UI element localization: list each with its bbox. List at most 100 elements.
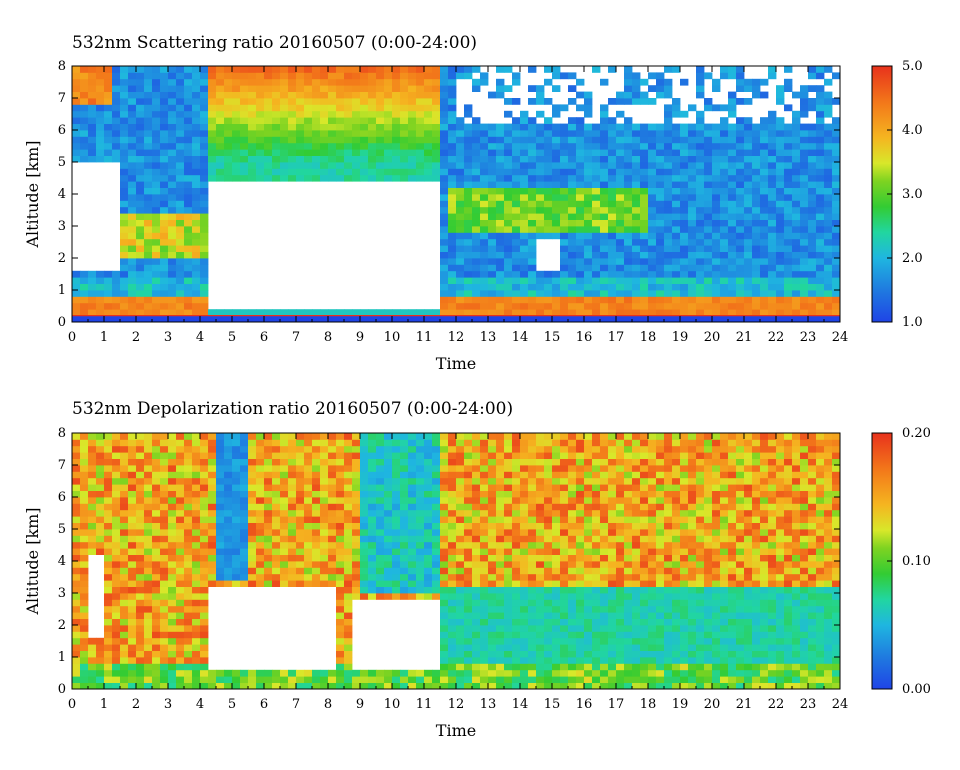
heatmap-cell — [440, 509, 449, 517]
heatmap-cell — [184, 187, 193, 195]
heatmap-cell — [416, 529, 425, 536]
heatmap-cell — [696, 136, 705, 144]
heatmap-cell — [512, 497, 521, 504]
heatmap-cell — [464, 200, 473, 208]
heatmap-cell — [248, 682, 257, 690]
heatmap-cell — [368, 174, 377, 182]
heatmap-cell — [136, 258, 145, 265]
heatmap-cell — [560, 155, 569, 163]
heatmap-cell — [392, 561, 401, 568]
heatmap-cell — [648, 72, 657, 80]
heatmap-cell — [416, 155, 425, 163]
heatmap-cell — [752, 78, 761, 86]
heatmap-cell — [544, 117, 553, 124]
heatmap-cell — [704, 98, 713, 105]
heatmap-cell — [536, 290, 545, 297]
heatmap-cell — [320, 477, 329, 485]
heatmap-cell — [640, 290, 649, 297]
heatmap-cell — [400, 529, 409, 536]
heatmap-cell — [288, 98, 297, 105]
heatmap-cell — [112, 548, 121, 555]
heatmap-cell — [424, 484, 433, 491]
heatmap-cell — [144, 631, 153, 639]
heatmap-cell — [592, 123, 601, 131]
heatmap-cell — [248, 509, 257, 517]
heatmap-cell — [168, 561, 177, 568]
heatmap-cell — [248, 554, 257, 562]
heatmap-cell — [112, 509, 121, 517]
heatmap-cell — [224, 682, 233, 690]
heatmap-cell — [496, 439, 505, 447]
heatmap-cell — [224, 452, 233, 459]
heatmap-cell — [368, 503, 377, 511]
heatmap-cell — [192, 490, 201, 498]
heatmap-cell — [344, 149, 353, 156]
heatmap-cell — [144, 676, 153, 683]
heatmap-cell — [760, 264, 769, 272]
heatmap-cell — [264, 522, 273, 530]
heatmap-cell — [544, 168, 553, 176]
heatmap-cell — [272, 516, 281, 523]
heatmap-cell — [128, 219, 137, 227]
heatmap-cell — [520, 618, 529, 626]
heatmap-cell — [816, 232, 825, 240]
heatmap-cell — [216, 309, 225, 316]
heatmap-cell — [472, 465, 481, 472]
heatmap-cell — [192, 66, 201, 73]
heatmap-cell — [824, 206, 833, 214]
heatmap-cell — [328, 452, 337, 459]
heatmap-cell — [192, 612, 201, 619]
heatmap-cell — [632, 264, 641, 272]
heatmap-cell — [688, 238, 697, 246]
heatmap-cell — [520, 612, 529, 619]
heatmap-cell — [688, 123, 697, 131]
heatmap-cell — [472, 522, 481, 530]
heatmap-cell — [144, 618, 153, 626]
heatmap-cell — [104, 149, 113, 156]
x-tick-label: 24 — [832, 330, 849, 345]
heatmap-cell — [512, 637, 521, 645]
heatmap-cell — [760, 142, 769, 150]
heatmap-cell — [96, 66, 105, 73]
heatmap-cell — [472, 309, 481, 316]
heatmap-cell — [456, 290, 465, 297]
heatmap-cell — [624, 162, 633, 169]
heatmap-cell — [568, 296, 577, 304]
heatmap-cell — [672, 66, 681, 73]
heatmap-cell — [448, 548, 457, 555]
heatmap-cell — [488, 433, 497, 440]
heatmap-cell — [440, 548, 449, 555]
heatmap-cell — [600, 142, 609, 150]
heatmap-cell — [464, 258, 473, 265]
heatmap-cell — [448, 232, 457, 240]
heatmap-cell — [176, 433, 185, 440]
heatmap-cell — [152, 503, 161, 511]
heatmap-cell — [464, 458, 473, 466]
heatmap-cell — [448, 657, 457, 664]
heatmap-cell — [616, 219, 625, 227]
heatmap-cell — [416, 445, 425, 453]
heatmap-cell — [216, 465, 225, 472]
heatmap-cell — [808, 174, 817, 182]
heatmap-cell — [200, 168, 209, 176]
heatmap-cell — [248, 484, 257, 491]
heatmap-cell — [696, 72, 705, 80]
heatmap-cell — [136, 104, 145, 112]
heatmap-cell — [504, 136, 513, 144]
heatmap-cell — [824, 232, 833, 240]
heatmap-cell — [440, 309, 449, 316]
heatmap-cell — [512, 155, 521, 163]
heatmap-cell — [712, 238, 721, 246]
heatmap-cell — [616, 136, 625, 144]
heatmap-cell — [472, 264, 481, 272]
heatmap-cell — [424, 315, 433, 323]
heatmap-cell — [184, 296, 193, 304]
x-tick-label: 20 — [704, 330, 721, 345]
heatmap-cell — [424, 580, 433, 587]
heatmap-cell — [552, 66, 561, 73]
heatmap-cell — [392, 309, 401, 316]
heatmap-cell — [360, 117, 369, 124]
heatmap-cell — [544, 219, 553, 227]
heatmap-cell — [824, 245, 833, 252]
heatmap-cell — [160, 548, 169, 555]
